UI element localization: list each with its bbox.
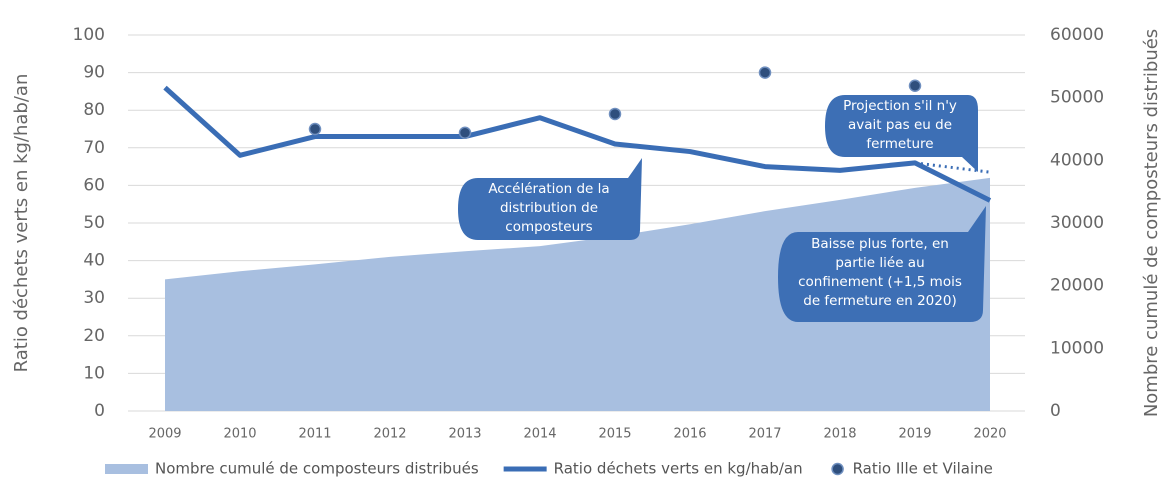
- annotation-text: distribution de: [500, 200, 598, 216]
- legend-label: Nombre cumulé de composteurs distribués: [155, 460, 479, 478]
- y2-tick-label: 10000: [1050, 338, 1104, 358]
- area: [165, 177, 990, 411]
- x-tick-label: 2014: [523, 427, 556, 442]
- annotation-text: Baisse plus forte, en: [811, 236, 949, 252]
- y-tick-label: 10: [83, 363, 105, 383]
- y-tick-label: 100: [73, 25, 105, 45]
- point: [608, 107, 622, 121]
- x-tick-label: 2012: [373, 427, 406, 442]
- y2-tick-label: 40000: [1050, 150, 1104, 170]
- y2-tick-label: 60000: [1050, 25, 1104, 45]
- x-tick-label: 2016: [673, 427, 706, 442]
- point: [908, 79, 922, 93]
- x-tick-label: 2018: [823, 427, 856, 442]
- point: [758, 66, 772, 79]
- annotation-text: avait pas eu de: [848, 117, 952, 133]
- point: [458, 126, 472, 140]
- y-axis-label: Ratio déchets verts en kg/hab/an: [11, 74, 32, 373]
- y-tick-label: 50: [83, 213, 105, 233]
- annotation-text: Projection s'il n'y: [843, 98, 957, 114]
- callout: [825, 95, 978, 172]
- annotation-text: composteurs: [505, 219, 592, 235]
- annotation-text: Accélération de la: [488, 181, 609, 197]
- annotation-text: partie liée au: [835, 255, 924, 271]
- y-tick-label: 0: [94, 401, 105, 421]
- y-tick-label: 30: [83, 288, 105, 308]
- x-tick-label: 2015: [598, 427, 631, 442]
- legend-swatch: [105, 464, 148, 474]
- y2-tick-label: 20000: [1050, 276, 1104, 296]
- y2-tick-label: 30000: [1050, 213, 1104, 233]
- y-tick-label: 70: [83, 138, 105, 158]
- y2-axis-label: Nombre cumulé de composteurs distribués: [1141, 29, 1162, 417]
- x-tick-label: 2017: [748, 427, 781, 442]
- y2-tick-label: 0: [1050, 401, 1061, 421]
- x-tick-label: 2011: [298, 427, 331, 442]
- legend-swatch: [831, 462, 844, 476]
- annotation-text: fermeture: [866, 136, 933, 152]
- x-tick-label: 2019: [898, 427, 931, 442]
- projection-line: [914, 161, 991, 174]
- y-tick-label: 90: [83, 63, 105, 83]
- x-tick-label: 2009: [148, 427, 181, 442]
- x-tick-label: 2020: [973, 427, 1006, 442]
- y-tick-label: 60: [83, 175, 105, 195]
- y-tick-label: 80: [83, 100, 105, 120]
- y-tick-label: 40: [83, 251, 105, 271]
- annotation-text: confinement (+1,5 mois: [798, 274, 962, 290]
- x-tick-label: 2010: [223, 427, 256, 442]
- point: [308, 122, 322, 136]
- line: [163, 85, 992, 203]
- x-tick-label: 2013: [448, 427, 481, 442]
- annotation-text: de fermeture en 2020): [803, 293, 956, 309]
- y-tick-label: 20: [83, 326, 105, 346]
- callout: [778, 206, 986, 322]
- y2-tick-label: 50000: [1050, 88, 1104, 108]
- legend-label: Ratio Ille et Vilaine: [853, 460, 993, 478]
- callout: [458, 158, 642, 240]
- legend-label: Ratio déchets verts en kg/hab/an: [554, 460, 803, 478]
